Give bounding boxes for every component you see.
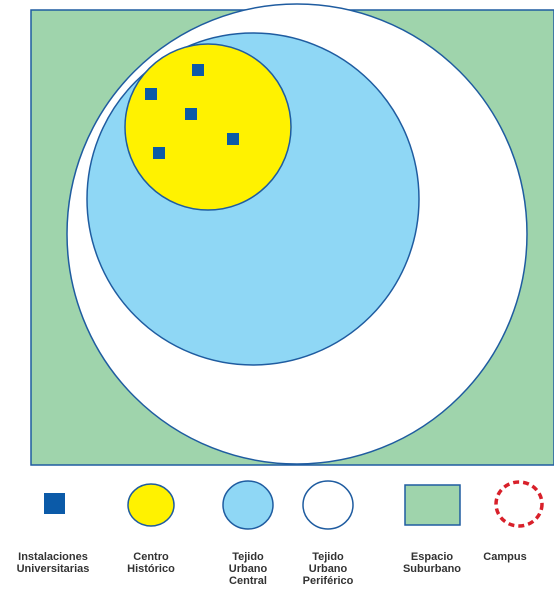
yellow-circle-icon <box>127 483 175 527</box>
instalaciones-universitarias-group <box>145 64 239 159</box>
blue-square-icon <box>44 493 65 514</box>
instalacion-universitaria-marker <box>192 64 204 76</box>
red-dashed-circle-icon <box>494 480 544 528</box>
legend-label-instalaciones: Instalaciones Universitarias <box>16 551 90 575</box>
green-rectangle-icon <box>404 484 461 526</box>
legend-label-espacio-suburbano: Espacio Suburbano <box>402 551 462 575</box>
instalacion-universitaria-marker <box>145 88 157 100</box>
white-circle-icon <box>302 480 354 530</box>
instalacion-universitaria-marker <box>185 108 197 120</box>
legend-label-tejido-periferico: Tejido Urbano Periférico <box>302 551 354 587</box>
centro-historico-area <box>124 43 292 211</box>
light-blue-circle-icon <box>222 480 274 530</box>
instalacion-universitaria-marker <box>227 133 239 145</box>
legend-label-tejido-central: Tejido Urbano Central <box>228 551 268 587</box>
legend-label-centro-historico: Centro Histórico <box>127 551 175 575</box>
instalacion-universitaria-marker <box>153 147 165 159</box>
legend-label-campus: Campus <box>483 551 527 563</box>
